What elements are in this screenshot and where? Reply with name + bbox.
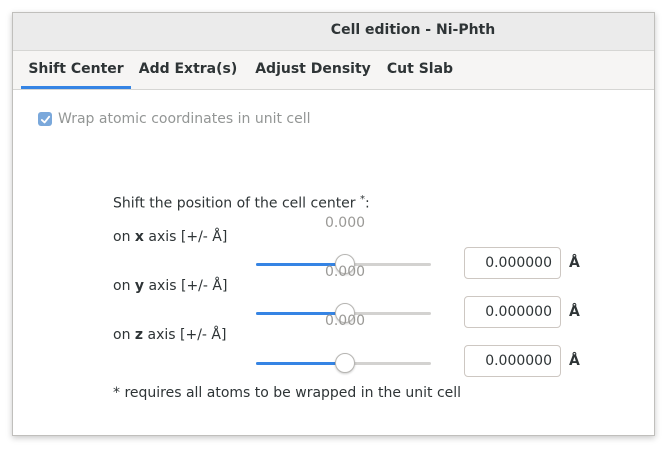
slider-fill [256,362,344,365]
x-slider-value: 0.000 [324,215,366,231]
wrap-checkbox-row[interactable]: Wrap atomic coordinates in unit cell [38,110,311,128]
x-axis-slider[interactable] [256,253,431,275]
y-slider-value: 0.000 [324,264,366,280]
shift-center-panel: Wrap atomic coordinates in unit cell Shi… [13,90,654,435]
tab-bar: Shift Center Add Extra(s) Adjust Density… [13,51,654,90]
slider-knob[interactable] [334,303,355,323]
slider-knob[interactable] [334,254,355,274]
cell-edition-window: Cell edition - Ni-Phth Shift Center Add … [12,12,655,436]
tab-add-extras[interactable]: Add Extra(s) [138,61,238,77]
window-title: Cell edition - Ni-Phth [330,22,496,38]
wrap-checkbox-label: Wrap atomic coordinates in unit cell [58,111,311,127]
footnote-mark: * [360,194,366,205]
tab-adjust-density[interactable]: Adjust Density [255,61,371,77]
title-bar[interactable]: Cell edition - Ni-Phth [13,13,654,51]
x-axis-unit: Å [569,255,580,271]
checkmark-icon [40,115,50,123]
wrap-requirement-note: * requires all atoms to be wrapped in th… [113,385,462,401]
y-axis-entry[interactable]: 0.000000 [464,296,561,328]
z-axis-slider[interactable] [256,352,431,374]
y-axis-slider[interactable] [256,302,431,324]
slider-knob[interactable] [334,353,355,373]
y-axis-label: on y axis [+/- Å] [113,278,228,294]
slider-fill [256,263,344,266]
z-slider-value: 0.000 [324,313,366,329]
z-axis-entry[interactable]: 0.000000 [464,345,561,377]
x-axis-label: on x axis [+/- Å] [113,229,228,245]
z-axis-unit: Å [569,353,580,369]
z-axis-label: on z axis [+/- Å] [113,327,227,343]
tab-cut-slab[interactable]: Cut Slab [386,61,454,77]
y-axis-unit: Å [569,304,580,320]
wrap-checkbox[interactable] [38,112,52,126]
shift-heading: Shift the position of the cell center *: [113,194,370,212]
slider-fill [256,312,344,315]
x-axis-entry[interactable]: 0.000000 [464,247,561,279]
tab-shift-center[interactable]: Shift Center [21,51,131,89]
